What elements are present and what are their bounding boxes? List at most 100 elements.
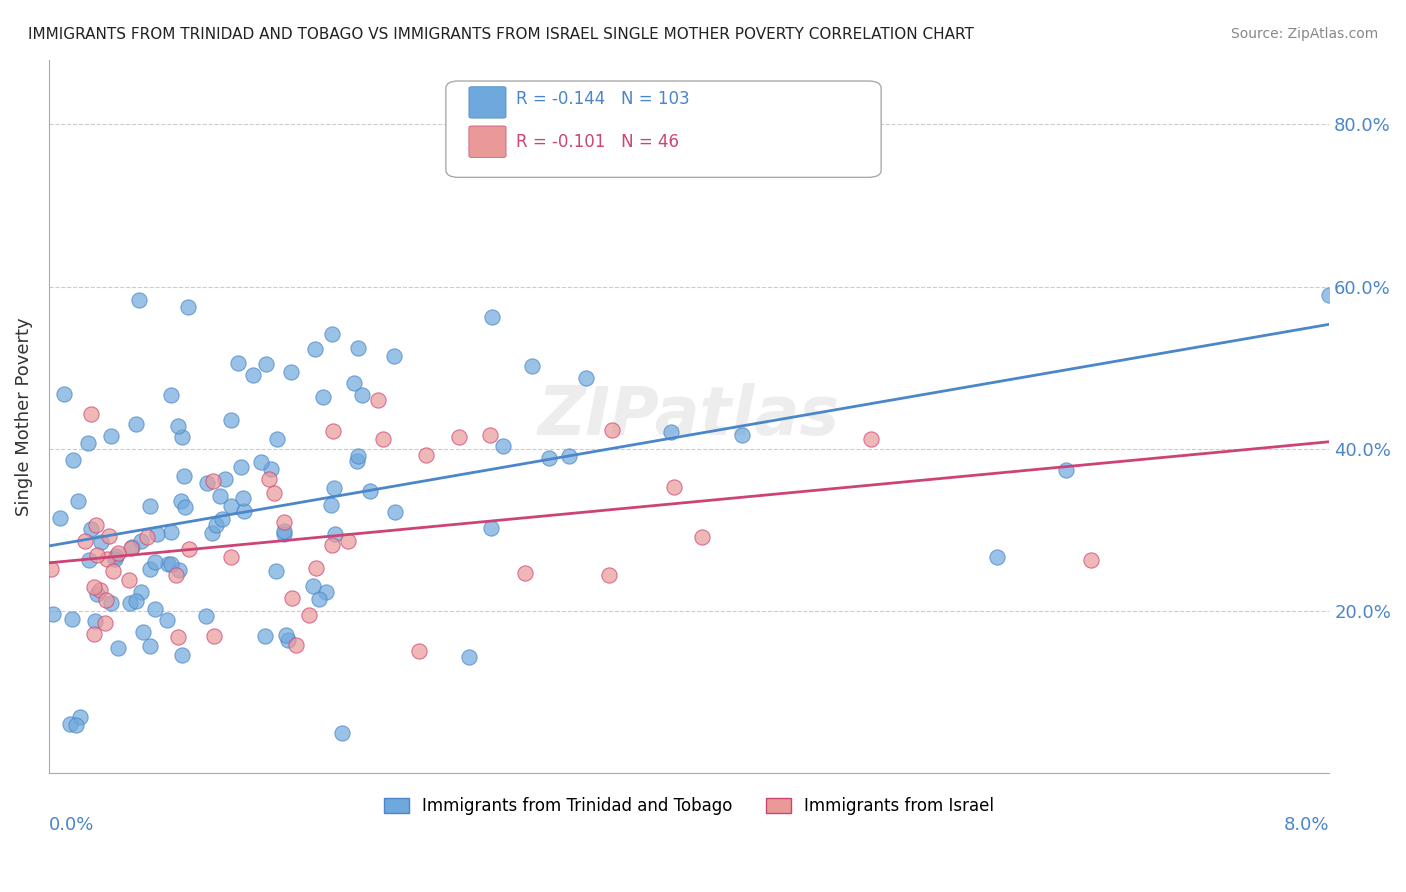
Text: ZIPatlas: ZIPatlas — [538, 384, 841, 450]
Point — [478, 427, 501, 442]
Point — [481, 521, 503, 535]
Point — [274, 628, 297, 642]
Point — [304, 342, 326, 356]
Point — [219, 413, 242, 427]
Point — [249, 455, 271, 469]
Point — [273, 515, 295, 529]
Point — [986, 549, 1008, 564]
Point — [219, 550, 242, 565]
Point — [118, 573, 141, 587]
Point — [860, 432, 883, 446]
Point — [83, 626, 105, 640]
Point — [205, 518, 228, 533]
Point — [346, 450, 368, 464]
Point — [537, 450, 560, 465]
Point — [179, 541, 201, 556]
Point — [129, 585, 152, 599]
Point — [167, 563, 190, 577]
Point — [202, 474, 225, 488]
Point — [156, 613, 179, 627]
Point — [600, 423, 623, 437]
Point — [257, 472, 280, 486]
Point — [232, 491, 254, 505]
Point — [277, 633, 299, 648]
FancyBboxPatch shape — [446, 81, 882, 178]
Point — [65, 718, 87, 732]
Point — [157, 558, 180, 572]
Point — [42, 607, 65, 621]
Point — [69, 710, 91, 724]
Point — [260, 462, 283, 476]
Point — [202, 629, 225, 643]
Point — [298, 608, 321, 623]
Point — [52, 387, 75, 401]
Point — [253, 629, 276, 643]
Point — [104, 552, 127, 566]
Point — [77, 553, 100, 567]
Point — [266, 433, 288, 447]
Point — [1317, 288, 1340, 302]
FancyBboxPatch shape — [470, 87, 506, 118]
Point — [105, 549, 128, 563]
Point — [281, 591, 304, 606]
Y-axis label: Single Mother Poverty: Single Mother Poverty — [15, 317, 32, 516]
Point — [125, 594, 148, 608]
Point — [321, 537, 343, 551]
Point — [264, 564, 287, 578]
Point — [79, 522, 101, 536]
Point — [84, 517, 107, 532]
Point — [121, 540, 143, 554]
Point — [481, 310, 503, 325]
Point — [233, 504, 256, 518]
Point — [139, 562, 162, 576]
Point — [173, 468, 195, 483]
Point — [131, 625, 153, 640]
Point — [166, 631, 188, 645]
Point — [138, 499, 160, 513]
Point — [301, 578, 323, 592]
FancyBboxPatch shape — [470, 126, 506, 157]
Point — [160, 388, 183, 402]
Point — [384, 504, 406, 518]
Point — [308, 592, 330, 607]
Point — [77, 436, 100, 450]
Point — [492, 439, 515, 453]
Point — [321, 326, 343, 341]
Point — [322, 424, 344, 438]
Point — [558, 449, 581, 463]
Point — [107, 546, 129, 560]
Point — [382, 349, 405, 363]
Point — [343, 376, 366, 390]
Point — [231, 459, 253, 474]
Point — [408, 643, 430, 657]
Point — [214, 471, 236, 485]
Point — [336, 534, 359, 549]
Point — [143, 602, 166, 616]
Point — [598, 567, 620, 582]
Point — [172, 430, 194, 444]
Point — [136, 530, 159, 544]
Point — [125, 417, 148, 431]
Point — [195, 609, 218, 624]
Point — [176, 301, 198, 315]
Point — [226, 356, 249, 370]
Point — [730, 428, 752, 442]
Point — [86, 548, 108, 562]
Point — [360, 483, 382, 498]
Point — [280, 365, 302, 379]
Point — [273, 526, 295, 541]
Point — [41, 562, 63, 576]
Point — [129, 533, 152, 548]
Text: 0.0%: 0.0% — [49, 816, 94, 834]
Point — [166, 419, 188, 434]
Point — [100, 428, 122, 442]
Point — [242, 368, 264, 383]
Point — [195, 475, 218, 490]
Text: R = -0.101   N = 46: R = -0.101 N = 46 — [516, 133, 679, 151]
Point — [263, 486, 285, 500]
Text: Source: ZipAtlas.com: Source: ZipAtlas.com — [1230, 27, 1378, 41]
Point — [447, 430, 470, 444]
Point — [367, 393, 389, 408]
Point — [211, 512, 233, 526]
Point — [323, 527, 346, 541]
